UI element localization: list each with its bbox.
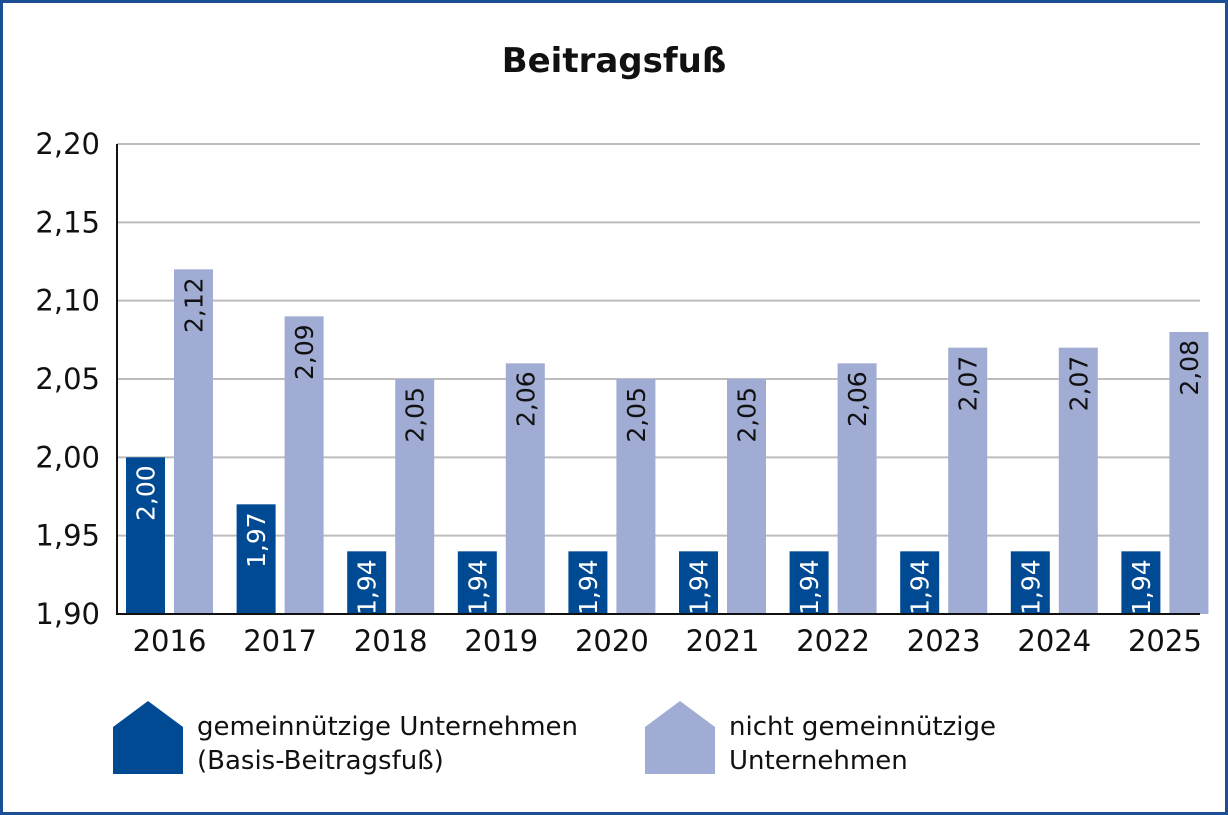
legend-label: gemeinnützige Unternehmen <box>197 712 578 742</box>
bar-nicht-gemeinnuetzig-2022 <box>837 363 877 614</box>
data-label: 1,97 <box>242 512 271 568</box>
legend-label: (Basis-Beitragsfuß) <box>197 746 444 776</box>
y-tick-label: 2,05 <box>35 362 100 396</box>
data-label: 2,08 <box>1175 340 1204 396</box>
data-label: 2,05 <box>401 387 430 443</box>
x-tick-label: 2020 <box>575 624 649 658</box>
data-label: 2,05 <box>733 387 762 443</box>
data-label: 2,09 <box>290 324 319 380</box>
data-label: 2,06 <box>511 371 540 427</box>
legend-house-icon <box>113 701 183 774</box>
x-tick-label: 2023 <box>907 624 981 658</box>
bar-gemeinnuetzig-2024 <box>1010 551 1050 614</box>
x-tick-label: 2021 <box>686 624 760 658</box>
bar-nicht-gemeinnuetzig-2023 <box>948 347 988 614</box>
y-tick-label: 2,10 <box>35 284 100 318</box>
bar-gemeinnuetzig-2016 <box>126 457 165 614</box>
chart-title: Beitragsfuß <box>502 41 727 81</box>
x-tick-label: 2019 <box>464 624 538 658</box>
bar-nicht-gemeinnuetzig-2019 <box>505 363 545 614</box>
legend-label: nicht gemeinnützige <box>729 712 996 742</box>
bar-gemeinnuetzig-2020 <box>568 551 608 614</box>
data-label: 1,94 <box>574 559 603 615</box>
bar-nicht-gemeinnuetzig-2017 <box>284 316 324 614</box>
bar-nicht-gemeinnuetzig-2016 <box>174 269 213 614</box>
data-label: 2,12 <box>180 277 209 333</box>
bar-nicht-gemeinnuetzig-2018 <box>395 379 435 614</box>
data-label: 2,06 <box>843 371 872 427</box>
y-tick-label: 1,90 <box>35 597 100 631</box>
bar-gemeinnuetzig-2023 <box>900 551 940 614</box>
bar-nicht-gemeinnuetzig-2021 <box>727 379 766 614</box>
bar-gemeinnuetzig-2019 <box>457 551 497 614</box>
bar-gemeinnuetzig-2018 <box>347 551 387 614</box>
data-label: 2,07 <box>954 356 983 412</box>
x-tick-label: 2016 <box>133 624 207 658</box>
data-label: 1,94 <box>353 559 382 615</box>
data-label: 2,00 <box>132 465 161 521</box>
x-tick-label: 2024 <box>1017 624 1091 658</box>
y-tick-label: 2,00 <box>35 440 100 474</box>
x-tick-label: 2018 <box>354 624 428 658</box>
data-label: 1,94 <box>1016 559 1045 615</box>
legend-label: Unternehmen <box>729 746 908 776</box>
bar-nicht-gemeinnuetzig-2020 <box>616 379 656 614</box>
bar-gemeinnuetzig-2017 <box>236 504 276 614</box>
data-label: 2,05 <box>622 387 651 443</box>
x-tick-label: 2017 <box>243 624 317 658</box>
data-label: 1,94 <box>795 559 824 615</box>
data-label: 1,94 <box>906 559 935 615</box>
bar-nicht-gemeinnuetzig-2025 <box>1169 332 1209 614</box>
bar-gemeinnuetzig-2022 <box>789 551 829 614</box>
bar-gemeinnuetzig-2025 <box>1121 551 1161 614</box>
legend-house-icon <box>645 701 715 774</box>
data-label: 1,94 <box>463 559 492 615</box>
data-label: 1,94 <box>1127 559 1156 615</box>
bar-gemeinnuetzig-2021 <box>679 551 718 614</box>
x-tick-label: 2022 <box>796 624 870 658</box>
y-tick-label: 2,20 <box>35 127 100 161</box>
bar-nicht-gemeinnuetzig-2024 <box>1058 347 1098 614</box>
data-label: 2,07 <box>1064 356 1093 412</box>
y-tick-label: 1,95 <box>35 519 100 553</box>
data-label: 1,94 <box>685 559 714 615</box>
x-tick-label: 2025 <box>1128 624 1202 658</box>
y-tick-label: 2,15 <box>35 205 100 239</box>
